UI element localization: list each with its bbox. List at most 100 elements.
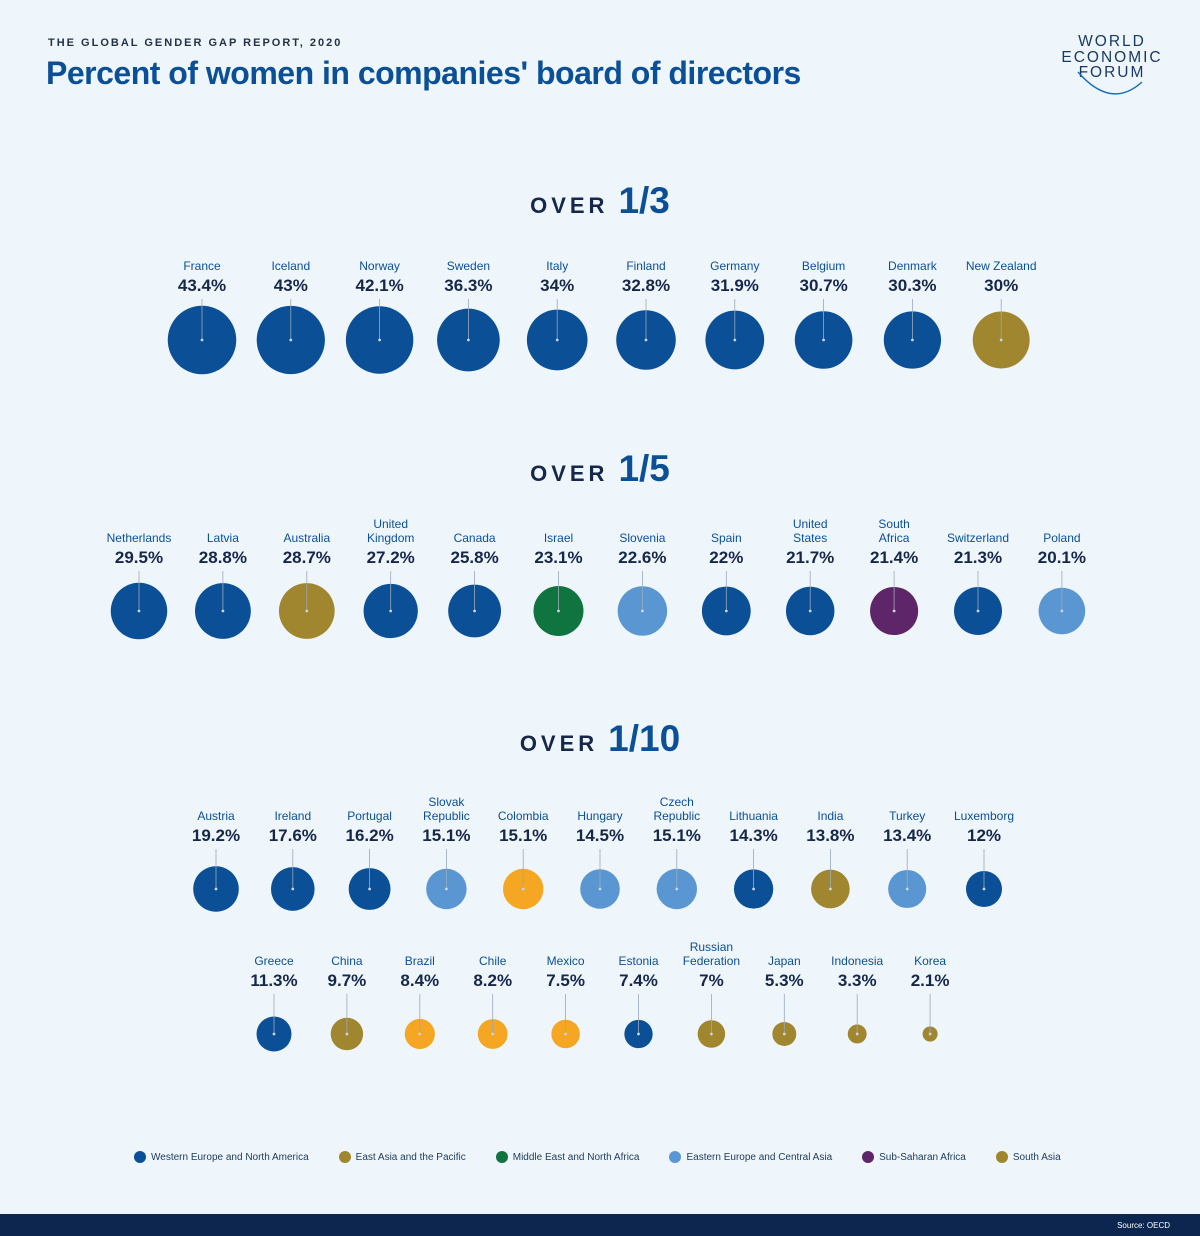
country-label-israel: Israel	[544, 531, 573, 545]
section-heading-over-tenth: OVER 1/10	[0, 718, 1200, 760]
value-label-south-africa: 21.4%	[870, 548, 918, 567]
country-label-south-africa: South	[878, 517, 909, 531]
country-label-belgium: Belgium	[802, 259, 845, 273]
center-dot-iceland	[289, 338, 293, 342]
center-dot-new-zealand	[999, 338, 1003, 342]
value-label-ireland: 17.6%	[269, 826, 317, 845]
center-dot-canada	[473, 609, 476, 613]
country-label-china: China	[331, 954, 363, 968]
country-label-hungary: Hungary	[577, 809, 622, 823]
country-label-sweden: Sweden	[447, 259, 490, 273]
country-label-iceland: Iceland	[271, 259, 310, 273]
center-dot-slovak-republic	[445, 887, 448, 891]
value-label-chile: 8.2%	[473, 971, 512, 990]
value-label-israel: 23.1%	[534, 548, 582, 567]
value-label-slovak-republic: 15.1%	[422, 826, 470, 845]
value-label-australia: 28.7%	[283, 548, 331, 567]
value-label-slovenia: 22.6%	[618, 548, 666, 567]
center-dot-luxemborg	[982, 887, 986, 891]
legend-swatch	[495, 1151, 508, 1163]
value-label-netherlands: 29.5%	[115, 548, 163, 567]
value-label-turkey: 13.4%	[883, 826, 931, 845]
country-label-portugal: Portugal	[347, 809, 392, 823]
country-label-czech-republic: Czech	[660, 795, 694, 809]
value-label-japan: 5.3%	[765, 971, 804, 990]
center-dot-south-africa	[892, 609, 896, 613]
country-label-united-kingdom: Kingdom	[367, 531, 414, 545]
legend-label: East Asia and the Pacific	[355, 1151, 466, 1163]
center-dot-italy	[555, 338, 559, 342]
country-label-india: India	[817, 809, 843, 823]
country-label-poland: Poland	[1043, 531, 1080, 545]
value-label-belgium: 30.7%	[799, 276, 847, 295]
legend-item-western-europe-and-north-america: Western Europe and North America	[134, 1151, 309, 1163]
country-label-ireland: Ireland	[274, 809, 311, 823]
center-dot-austria	[214, 887, 218, 891]
country-label-slovenia: Slovenia	[619, 531, 665, 545]
value-label-united-states: 21.7%	[786, 548, 834, 567]
center-dot-russian-federation	[710, 1032, 713, 1036]
center-dot-sweden	[467, 338, 470, 342]
section-heading-over-third: OVER 1/3	[0, 180, 1200, 222]
country-label-switzerland: Switzerland	[947, 531, 1009, 545]
center-dot-norway	[378, 338, 381, 342]
value-label-poland: 20.1%	[1038, 548, 1086, 567]
country-label-denmark: Denmark	[888, 259, 938, 273]
country-label-mexico: Mexico	[547, 954, 585, 968]
bubble-chart: France 43.4% Iceland 43% Norway 42.1% Sweden 36…	[107, 259, 1086, 1052]
center-dot-australia	[305, 609, 309, 613]
legend: Western Europe and North America East Asi…	[134, 1150, 1091, 1164]
center-dot-netherlands	[137, 609, 141, 613]
country-label-indonesia: Indonesia	[831, 954, 883, 968]
logo-line-1: WORLD	[1078, 33, 1146, 50]
center-dot-estonia	[637, 1032, 640, 1036]
section-fraction: 1/10	[608, 718, 681, 759]
value-label-iceland: 43%	[274, 276, 308, 295]
legend-swatch	[338, 1151, 351, 1163]
country-label-finland: Finland	[626, 259, 665, 273]
center-dot-lithuania	[752, 887, 755, 891]
country-label-france: France	[183, 259, 221, 273]
country-label-germany: Germany	[710, 259, 759, 273]
center-dot-switzerland	[976, 609, 980, 613]
value-label-finland: 32.8%	[622, 276, 670, 295]
legend-item-sub-saharan-africa: Sub-Saharan Africa	[862, 1151, 966, 1163]
country-label-turkey: Turkey	[889, 809, 925, 823]
value-label-czech-republic: 15.1%	[653, 826, 701, 845]
legend-label: Eastern Europe and Central Asia	[686, 1151, 833, 1163]
center-dot-brazil	[418, 1032, 422, 1036]
value-label-greece: 11.3%	[250, 971, 297, 990]
country-label-australia: Australia	[283, 531, 330, 545]
value-label-brazil: 8.4%	[400, 971, 439, 990]
center-dot-colombia	[521, 887, 525, 891]
section-word: OVER	[519, 731, 599, 756]
source-note: Source: OECD	[1117, 1221, 1170, 1230]
legend-item-east-asia-and-the-pacific: East Asia and the Pacific	[338, 1151, 466, 1163]
country-label-norway: Norway	[359, 259, 400, 273]
country-label-korea: Korea	[914, 954, 946, 968]
value-label-latvia: 28.8%	[199, 548, 247, 567]
country-label-united-kingdom: United	[373, 517, 408, 531]
value-label-denmark: 30.3%	[888, 276, 936, 295]
legend-item-eastern-europe-and-central-asia: Eastern Europe and Central Asia	[669, 1151, 832, 1163]
country-label-austria: Austria	[197, 809, 235, 823]
value-label-estonia: 7.4%	[619, 971, 658, 990]
center-dot-france	[200, 338, 204, 342]
center-dot-denmark	[911, 338, 914, 342]
center-dot-czech-republic	[675, 887, 679, 891]
center-dot-portugal	[368, 887, 371, 891]
center-dot-korea	[928, 1032, 932, 1036]
value-label-korea: 2.1%	[911, 971, 950, 990]
center-dot-hungary	[598, 887, 602, 891]
value-label-united-kingdom: 27.2%	[367, 548, 415, 567]
logo-line-2: ECONOMIC	[1061, 48, 1163, 66]
center-dot-indonesia	[855, 1032, 859, 1036]
value-label-india: 13.8%	[806, 826, 854, 845]
legend-swatch	[995, 1151, 1008, 1163]
center-dot-germany	[733, 338, 737, 342]
center-dot-finland	[644, 338, 648, 342]
country-label-canada: Canada	[454, 531, 496, 545]
country-label-italy: Italy	[546, 259, 568, 273]
value-label-switzerland: 21.3%	[954, 548, 1002, 567]
center-dot-spain	[724, 609, 728, 613]
